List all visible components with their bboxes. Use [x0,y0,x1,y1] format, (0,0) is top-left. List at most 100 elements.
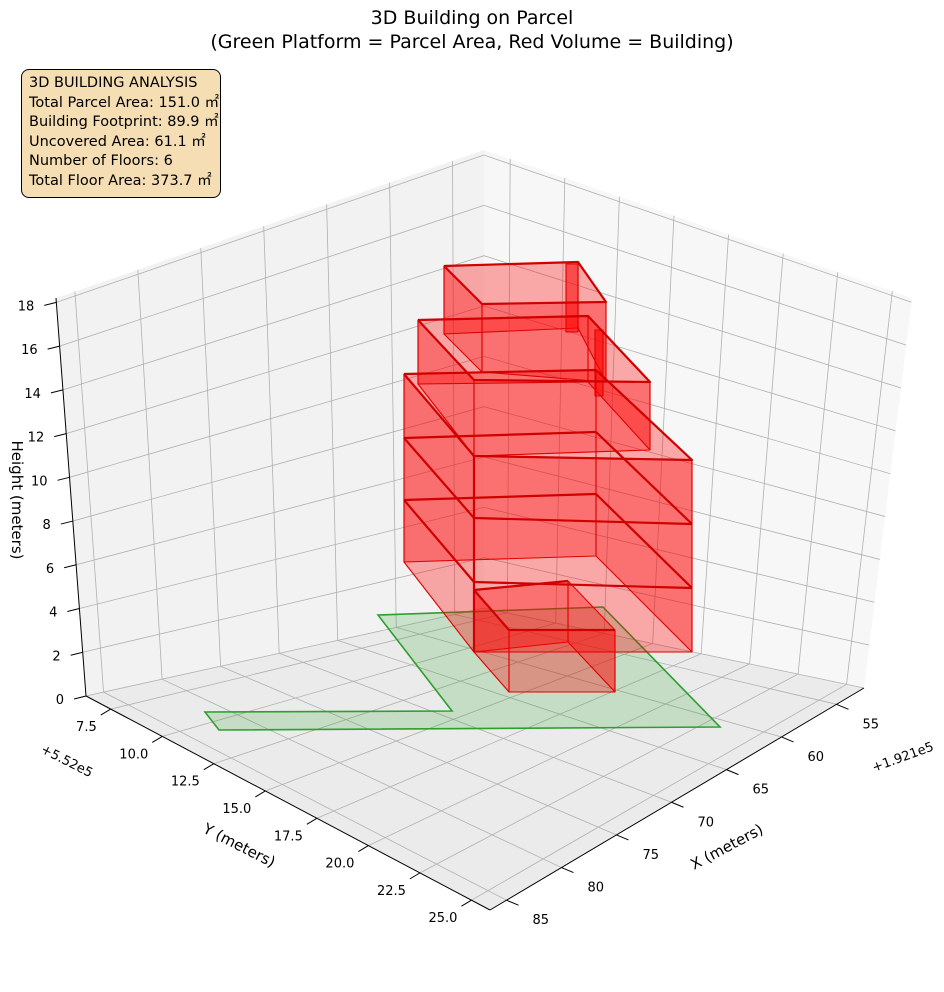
y-grid-floor-0 [110,612,508,710]
x-tick-0 [836,703,849,710]
z-tick-label-1: 2 [52,649,60,664]
x-tick-label-4: 75 [643,848,660,863]
z-grid-left-4 [72,406,485,522]
z-grid-left-1 [82,557,485,653]
x-grid-floor-2 [337,639,727,770]
x-grid-floor-5 [161,678,562,868]
ground-block-right [567,580,616,693]
floor-line-ground-left [473,579,569,592]
y-tick-1 [152,735,163,743]
z-tick-label-9: 18 [18,299,35,314]
z-axis-label: Height (meters) [8,441,26,560]
x-grid-wall-1 [389,182,397,628]
analysis-info-box: 3D BUILDING ANALYSIS Total Parcel Area: … [21,69,221,198]
y-grid-wall-3 [652,215,675,644]
left-pane [56,150,484,696]
z-tick-label-7: 14 [24,387,41,402]
y-grid-floor-7 [471,683,847,901]
z-axis-line [55,297,87,697]
y-tick-label-6: 22.5 [377,884,406,899]
y-grid-wall-2 [603,196,620,634]
y-tick-4 [306,817,318,825]
floor-pane [86,608,864,910]
y-grid-floor-5 [368,663,750,846]
chart-title: 3D Building on Parcel (Green Platform = … [0,6,944,54]
z-grid-left-7 [62,255,485,391]
z-tick-8 [47,345,60,350]
x-grid-wall-4 [200,247,222,667]
y-grid-floor-2 [213,632,605,765]
z-grid-right-0 [483,607,865,689]
x-tick-label-1: 60 [808,750,825,765]
parcel-platform [203,606,722,731]
y-tick-5 [358,845,369,853]
axis-ticks [44,301,849,907]
z-tick-label-8: 16 [21,343,38,358]
x-offset-label: +1.921e5 [870,740,936,776]
z-tick-label-4: 8 [43,518,51,533]
y-tick-label-2: 12.5 [171,775,200,790]
y-grid-wall-5 [749,253,784,664]
x-grid-floor-4 [220,665,617,836]
y-grid-wall-7 [846,291,893,685]
z-grid-left-3 [76,456,485,566]
z-tick-label-3: 6 [46,562,54,577]
floor-line-4 [417,314,652,384]
floor-line-2-back [403,430,597,440]
chart-title-line-2: (Green Platform = Parcel Area, Red Volum… [210,31,734,53]
z-grid-right-7 [483,255,902,389]
info-heading: 3D BUILDING ANALYSIS [29,75,198,91]
x-grid-wall-2 [326,204,339,641]
x-grid-floor-1 [396,627,782,738]
right-pane [484,150,912,688]
z-grid-left-0 [85,607,485,697]
y-tick-label-7: 25.0 [428,911,457,926]
z-grid-left-2 [79,506,485,609]
x-grid-wall-0 [452,160,456,615]
x-grid-wall-6 [74,291,104,693]
z-tick-5 [57,476,70,481]
floor-line-5 [443,260,608,306]
y-tick-3 [255,790,266,798]
y-tick-label-1: 10.0 [119,747,148,762]
floor-line-2-right [595,431,693,525]
y-grid-floor-1 [162,622,556,737]
y-tick-2 [203,763,215,771]
y-tick-label-3: 15.0 [222,802,251,817]
floor-line-1-back [403,492,597,502]
floor-line-3 [403,368,694,462]
info-number-of-floors: Number of Floors: 6 [29,153,173,170]
tick-labels: 0 2 4 6 8 10 12 14 16 18 7.5 10.0 12.5 15.0 17.5 20.0 22… [18,299,879,928]
z-grid-right-5 [483,355,891,475]
y-tick-6 [409,872,421,880]
z-tick-0 [73,695,87,700]
z-tick-label-5: 10 [31,474,48,489]
z-tick-label-0: 0 [56,693,64,708]
y-tick-label-0: 7.5 [76,720,97,735]
z-tick-7 [50,389,64,394]
y-grid-floor-3 [265,643,653,792]
y-grid-wall-0 [506,159,511,613]
z-grid-right-9 [483,154,912,303]
y-grid-floor-6 [419,673,799,874]
y-grid-wall-6 [797,272,839,675]
x-tick-label-6: 85 [533,913,550,928]
grid-lines [56,154,912,901]
z-grid-right-6 [483,305,896,432]
x-tick-2 [726,769,739,776]
x-grid-wall-3 [263,226,280,654]
x-tick-4 [616,834,629,841]
y-offset-label: +5.52e5 [38,742,95,781]
y-tick-7 [461,899,472,907]
y-grid-wall-1 [555,177,566,624]
x-tick-1 [781,736,794,743]
fin-upper [565,263,579,333]
z-tick-1 [70,651,83,656]
info-total-floor-area: Total Floor Area: 373.7 ㎡ [29,172,212,189]
y-tick-label-5: 20.0 [325,857,354,872]
floor-line-1-right [595,493,693,589]
y-tick-label-4: 17.5 [274,829,303,844]
z-grid-left-9 [56,154,485,303]
y-grid-wall-4 [700,234,729,654]
y-grid-floor-4 [316,653,702,819]
